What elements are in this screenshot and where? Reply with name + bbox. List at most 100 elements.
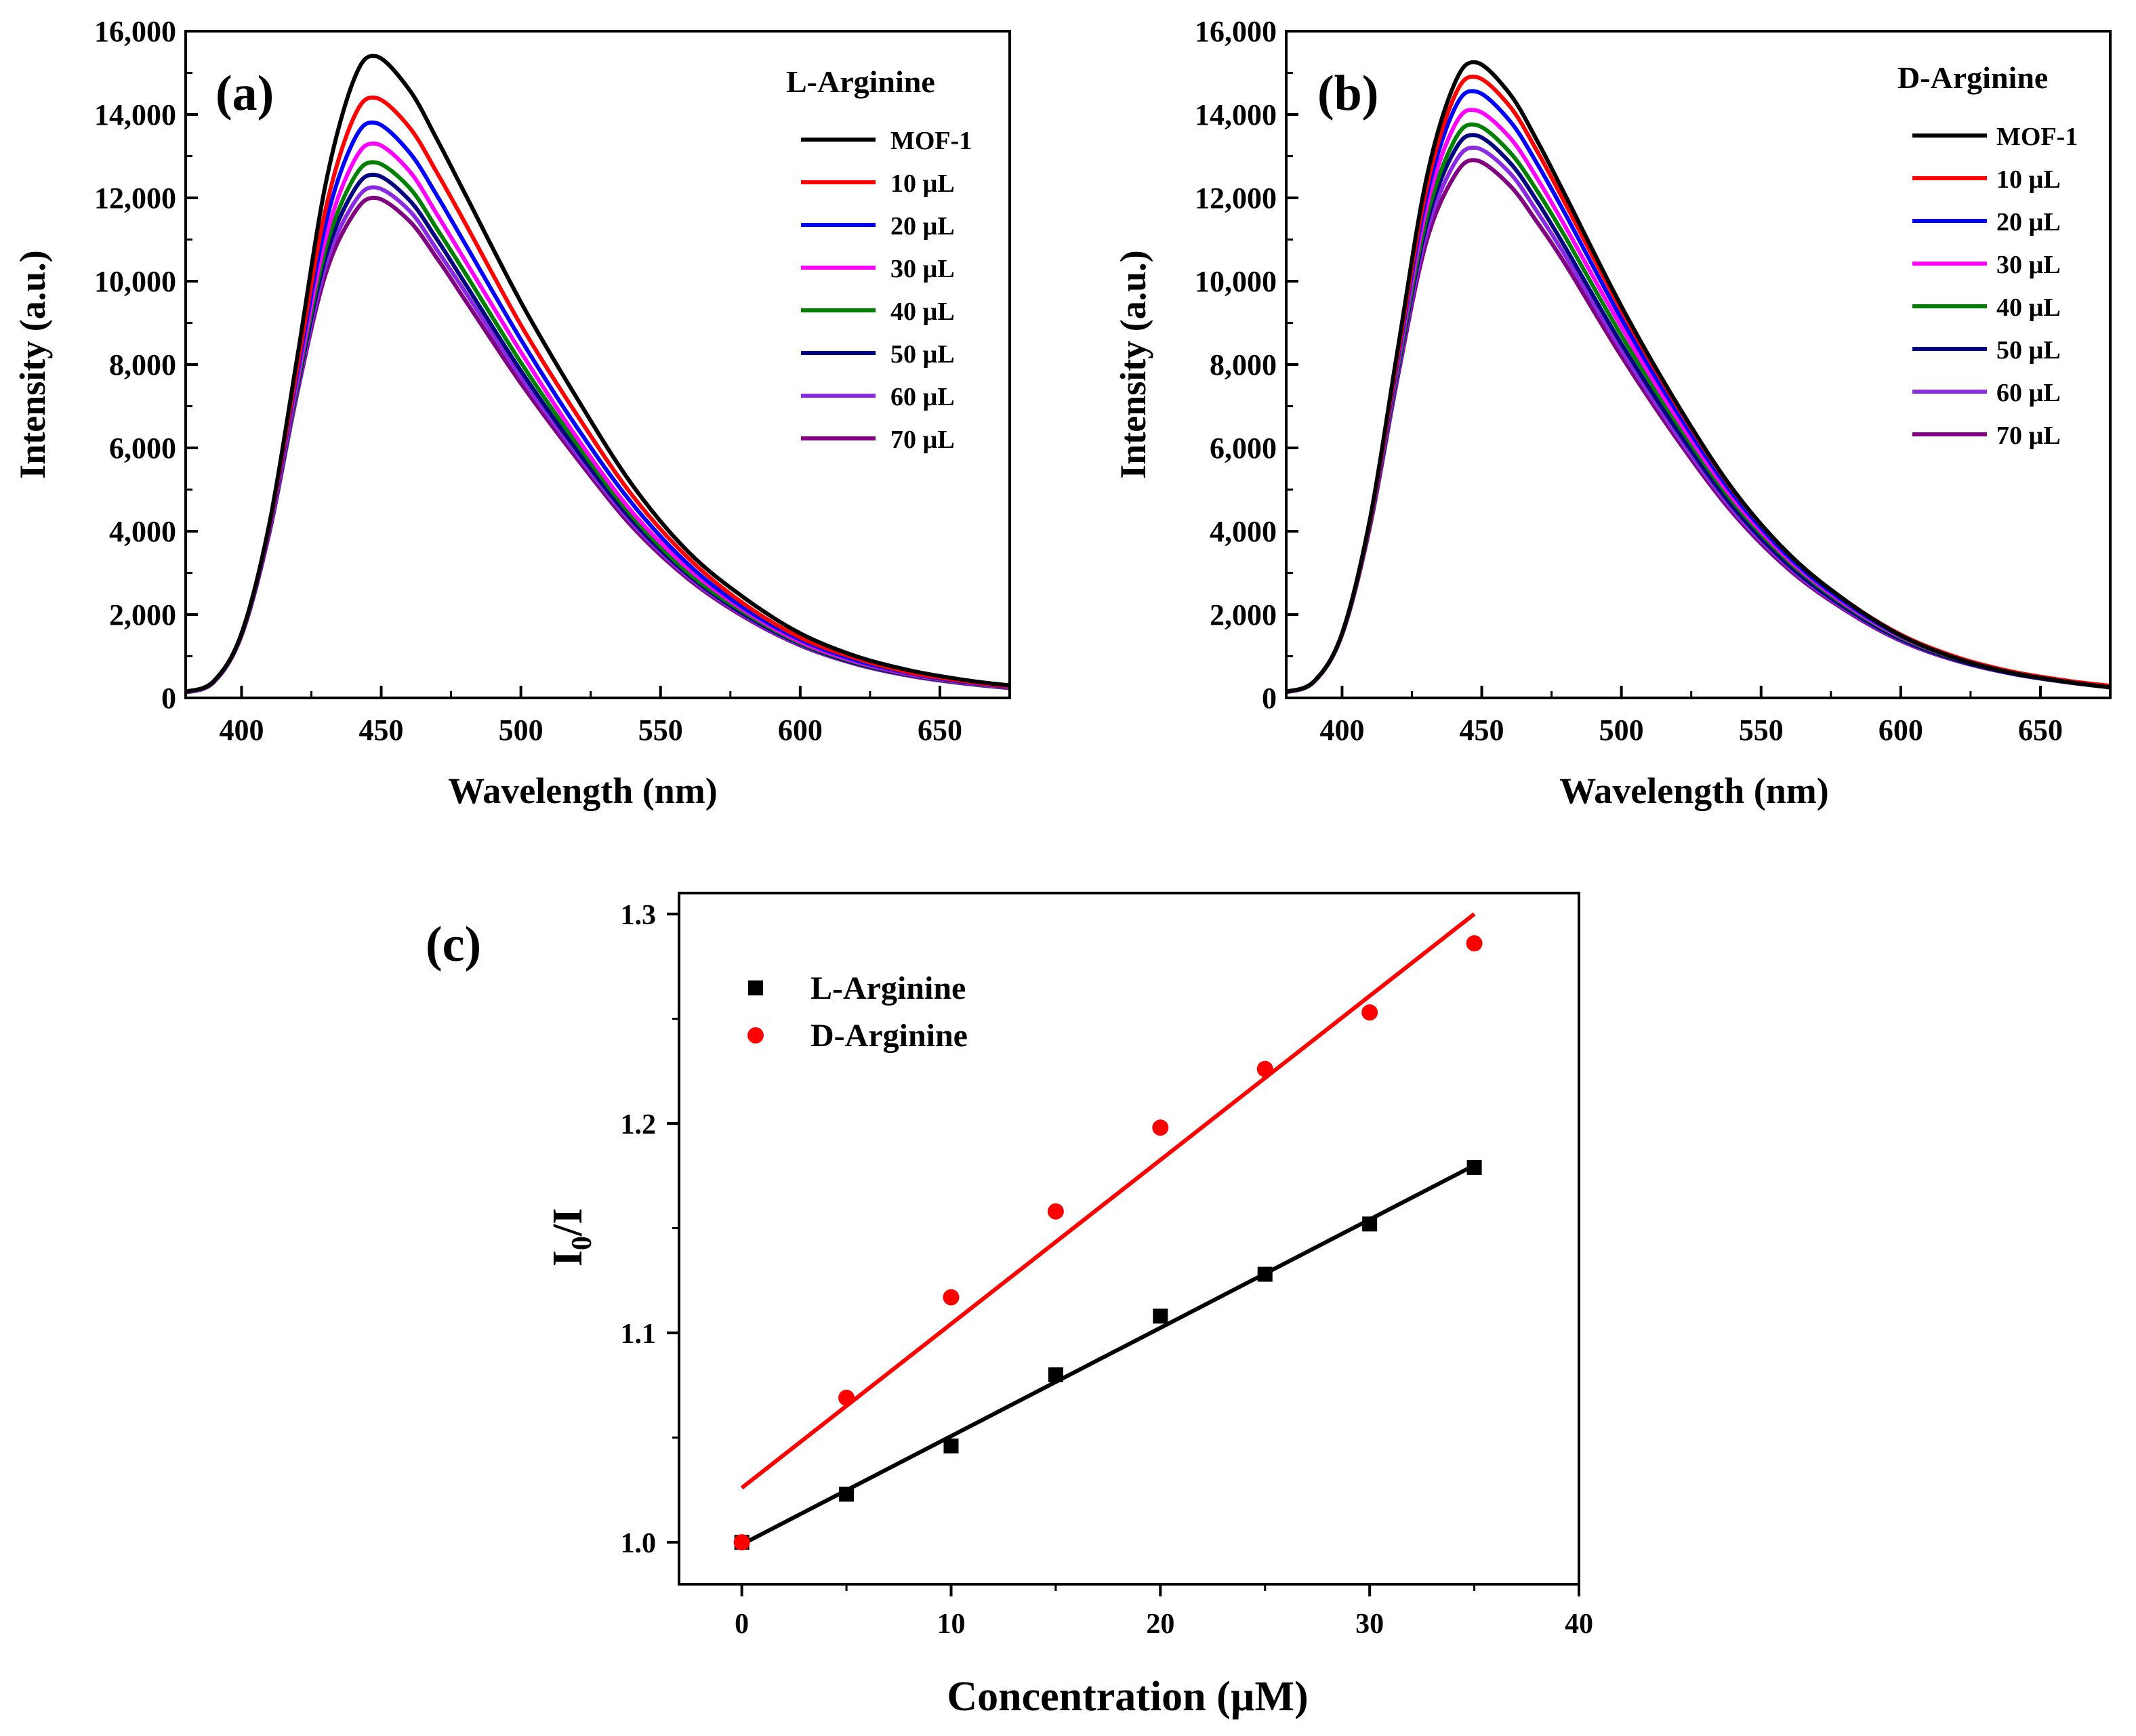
panel-a-legend: MOF-1 10 µL 20 µL 30 µL 40 µL 50 µL 60 µL 70 µL — [801, 127, 972, 454]
panel-b-legend-label-0: MOF-1 — [1996, 123, 2078, 151]
panel-c-legend-label-0: L-Arginine — [810, 970, 966, 1006]
panel-b-y-tick-label-3: 6,000 — [1210, 432, 1277, 465]
panel-c-legend: L-Arginine D-Arginine — [747, 970, 968, 1054]
panel-c-y-tick-label-2: 1.2 — [621, 1109, 657, 1140]
panel-c-point-1-5 — [1256, 1060, 1273, 1077]
panel-c-x-tick-label-2: 20 — [1146, 1609, 1174, 1640]
panel-a-series-line-4 — [186, 160, 1010, 695]
panel-b-series-line-1 — [1286, 75, 2110, 694]
panel-a-y-tick-label-5: 10,000 — [94, 265, 176, 298]
panel-a-y-tick-label-6: 12,000 — [94, 182, 176, 215]
panel-a-y-ticks: 0 2,000 4,000 6,000 8,000 10,000 12,000 14,000 1… — [94, 15, 198, 715]
panel-c-point-1-3 — [1047, 1203, 1064, 1220]
panel-b-legend-label-5: 50 µL — [1996, 336, 2061, 365]
panel-c-point-0-3 — [1048, 1367, 1063, 1382]
panel-b-y-tick-label-1: 2,000 — [1210, 598, 1277, 632]
panel-b-x-tick-label-5: 650 — [2018, 714, 2063, 747]
panel-c-legend-marker-1 — [747, 1027, 764, 1043]
panel-a-y-tick-label-0: 0 — [161, 682, 176, 715]
panel-b-y-axis-label: Intensity (a.u.) — [1113, 250, 1153, 479]
panel-a-x-axis-label: Wavelength (nm) — [448, 770, 718, 811]
panel-a-x-tick-label-4: 600 — [778, 714, 823, 747]
panel-b-x-tick-label-1: 450 — [1460, 714, 1504, 747]
panel-a-legend-label-1: 10 µL — [890, 169, 955, 198]
panel-c-point-0-7 — [1466, 1159, 1482, 1175]
panel-a-y-tick-label-3: 6,000 — [109, 432, 176, 465]
panel-b-y-tick-label-5: 10,000 — [1195, 265, 1277, 298]
panel-c-point-1-0 — [733, 1534, 750, 1551]
panel-c-x-tick-label-3: 30 — [1355, 1609, 1384, 1640]
panel-a-series-line-6 — [186, 185, 1010, 695]
panel-a-x-tick-label-0: 400 — [219, 714, 264, 747]
panel-c-legend-marker-0 — [748, 980, 763, 995]
panel-c-fit-line-0 — [741, 1163, 1475, 1546]
panel-b-legend-label-6: 60 µL — [1996, 379, 2061, 407]
panel-b-x-tick-label-2: 500 — [1599, 714, 1644, 747]
panel-c-point-1-4 — [1152, 1119, 1169, 1136]
panel-c-y-tick-label-3: 1.3 — [621, 900, 657, 931]
panel-b-series-line-0 — [1286, 60, 2110, 694]
panel-b-y-tick-label-6: 12,000 — [1195, 182, 1277, 215]
panel-c-point-0-2 — [943, 1439, 959, 1453]
panel-a-lines — [186, 54, 1010, 695]
panel-a-legend-label-3: 30 µL — [890, 255, 955, 283]
panel-a-x-tick-label-1: 450 — [359, 714, 404, 747]
panel-c-label: (c) — [426, 917, 481, 972]
panel-a-y-tick-label-1: 2,000 — [109, 598, 176, 632]
panel-a-y-tick-label-8: 16,000 — [94, 15, 176, 48]
panel-b-y-tick-label-2: 4,000 — [1210, 515, 1277, 548]
panel-b-y-tick-label-4: 8,000 — [1210, 348, 1277, 381]
panel-c-y-axis-label: I0/I — [545, 1208, 598, 1267]
panel-c-x-axis-label: Concentration (µM) — [947, 1674, 1308, 1720]
panel-a-legend-label-0: MOF-1 — [890, 127, 972, 155]
panel-c-y-tick-label-0: 1.0 — [621, 1528, 657, 1559]
panel-c-y-tick-label-1: 1.1 — [621, 1319, 657, 1350]
panel-a-chart: 400 450 500 550 600 650 0 2,000 4,000 6,000 8,000… — [12, 15, 1011, 811]
panel-c-y-ticks: 1.0 1.1 1.2 1.3 — [621, 900, 679, 1559]
panel-b-series-line-7 — [1286, 158, 2110, 695]
panel-a-legend-title: L-Arginine — [786, 64, 935, 99]
panel-c-x-tick-label-0: 0 — [735, 1609, 749, 1640]
panel-b-series-line-5 — [1286, 133, 2110, 695]
panel-a-y-axis-label: Intensity (a.u.) — [12, 250, 53, 479]
panel-b-x-tick-label-0: 400 — [1319, 714, 1364, 747]
panel-c-point-1-7 — [1466, 935, 1483, 952]
panel-b-legend: MOF-1 10 µL 20 µL 30 µL 40 µL 50 µL 60 µL 70 µL — [1912, 123, 2078, 450]
panel-c-x-tick-label-1: 10 — [937, 1609, 965, 1640]
panel-a-x-tick-label-2: 500 — [499, 714, 543, 747]
panel-c-legend-label-1: D-Arginine — [810, 1018, 968, 1054]
panel-c-chart: 0 10 20 30 40 1.0 1.1 1.2 1.3 (c) L-Arginine D-A… — [426, 892, 1593, 1720]
panel-b-x-tick-label-3: 550 — [1739, 714, 1784, 747]
panel-b-x-axis-label: Wavelength (nm) — [1559, 770, 1829, 811]
panel-c-fit-line-1 — [740, 912, 1476, 1490]
panel-a-legend-label-2: 20 µL — [890, 212, 955, 241]
panel-b-legend-label-2: 20 µL — [1996, 208, 2061, 236]
panel-a-x-tick-label-5: 650 — [918, 714, 962, 747]
panel-c-point-1-6 — [1361, 1004, 1378, 1021]
panel-a-series-line-3 — [186, 141, 1010, 695]
panel-a-y-tick-label-7: 14,000 — [94, 98, 176, 131]
panel-c-point-1-1 — [838, 1389, 855, 1406]
panel-a-y-tick-label-4: 8,000 — [109, 348, 176, 381]
panel-a-x-tick-label-3: 550 — [638, 714, 683, 747]
panel-b-lines — [1286, 60, 2110, 695]
panel-b-legend-title: D-Arginine — [1897, 60, 2048, 95]
panel-a-series-line-0 — [186, 54, 1010, 694]
panel-b-series-line-3 — [1286, 108, 2110, 695]
panel-b-y-tick-label-8: 16,000 — [1195, 15, 1277, 48]
panel-a-plot-frame — [184, 30, 1011, 699]
panel-a-legend-label-7: 70 µL — [890, 426, 955, 454]
panel-b-x-ticks: 400 450 500 550 600 650 — [1319, 686, 2063, 747]
panel-c-x-tick-label-4: 40 — [1565, 1609, 1593, 1640]
panel-c-point-0-5 — [1257, 1266, 1273, 1282]
panel-b-series-line-6 — [1286, 145, 2110, 695]
panel-b-label: (b) — [1317, 66, 1378, 121]
panel-b-plot-frame — [1285, 30, 2112, 699]
panel-b-legend-label-1: 10 µL — [1996, 165, 2061, 194]
panel-c-x-ticks: 0 10 20 30 40 — [735, 1584, 1593, 1640]
panel-a-legend-label-6: 60 µL — [890, 383, 955, 411]
panel-c-y-axis-label-main: I — [545, 1250, 591, 1266]
panel-a-x-ticks: 400 450 500 550 600 650 — [219, 686, 962, 747]
panel-c-plot-frame — [678, 892, 1580, 1586]
